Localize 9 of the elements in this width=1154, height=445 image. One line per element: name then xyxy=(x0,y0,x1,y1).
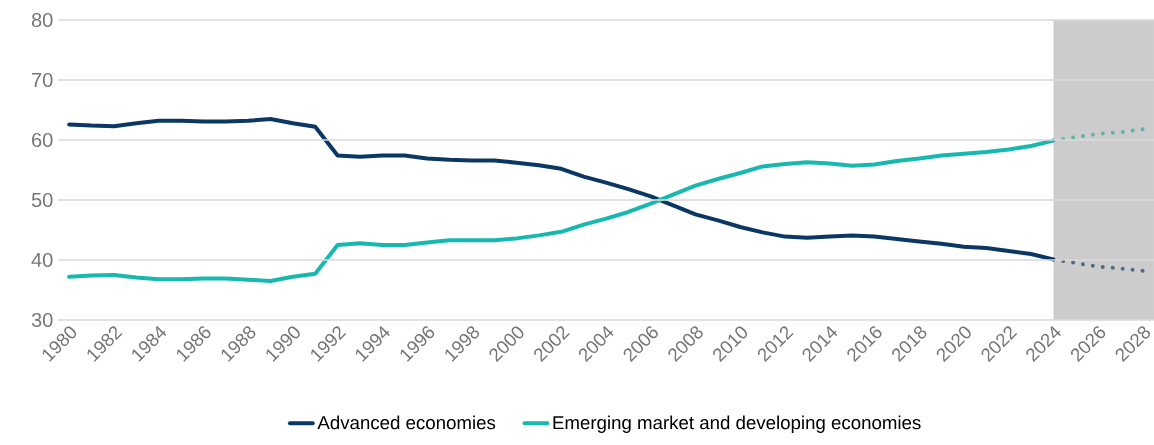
legend-label: Advanced economies xyxy=(317,415,496,430)
y-tick-label: 60 xyxy=(32,132,53,148)
line-series xyxy=(67,116,1056,262)
y-tick-label: 50 xyxy=(31,192,53,208)
y-tick-label: 80 xyxy=(31,12,53,28)
y-tick-label: 70 xyxy=(32,72,53,88)
y-tick-label: 30 xyxy=(31,312,53,328)
legend-label: Emerging market and developing economies xyxy=(553,415,921,433)
y-tick-label: 40 xyxy=(31,252,53,268)
